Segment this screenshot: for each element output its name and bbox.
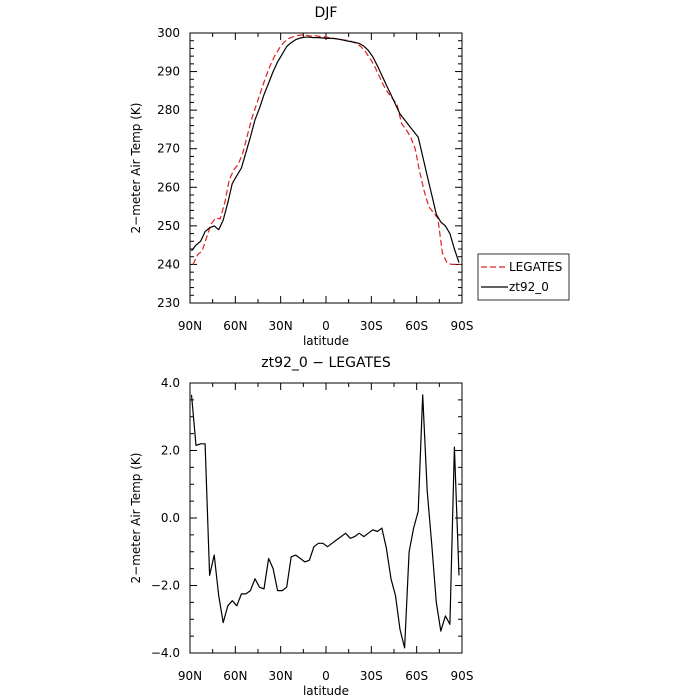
top-chart: DJF 90N 60N 30N 0 30S 60S 90S 230 240 250 260 270 280… <box>129 5 570 348</box>
legend-label-legates: LEGATES <box>509 260 562 274</box>
series-line-difference <box>190 394 460 649</box>
bottom-chart: zt92_0 − LEGATES 90N 60N 30N 0 30S 60S 90S −4.0 −… <box>129 355 473 698</box>
y-tick-label: −4.0 <box>151 646 180 660</box>
x-axis-label: latitude <box>303 684 349 698</box>
chart-title: zt92_0 − LEGATES <box>261 355 391 371</box>
y-tick-label: 2.0 <box>161 444 180 458</box>
plot-frame <box>189 32 463 304</box>
x-tick-label: 90S <box>451 319 474 333</box>
y-tick-label: 230 <box>157 296 180 310</box>
x-axis-label: latitude <box>303 334 349 348</box>
x-tick-label: 0 <box>322 319 330 333</box>
x-tick-label: 60N <box>223 669 247 683</box>
legend: LEGATES zt92_0 <box>477 253 570 301</box>
x-tick-label: 90N <box>178 669 202 683</box>
x-tick-label: 0 <box>322 669 330 683</box>
x-tick-label: 30S <box>360 669 383 683</box>
x-tick-label: 90N <box>178 319 202 333</box>
y-tick-label: 290 <box>157 65 180 79</box>
x-tick-label: 90S <box>451 669 474 683</box>
y-tick-label: 280 <box>157 103 180 117</box>
y-axis-label: 2−meter Air Temp (K) <box>129 103 143 234</box>
x-tick-label: 30N <box>269 319 293 333</box>
y-tick-label: 300 <box>157 26 180 40</box>
series-line-zt92-0 <box>191 36 460 263</box>
legend-box <box>477 253 570 301</box>
y-tick-label: 270 <box>157 142 180 156</box>
y-tick-label: 4.0 <box>161 376 180 390</box>
x-tick-label: 60S <box>405 319 428 333</box>
chart-title: DJF <box>315 5 338 21</box>
x-tick-label: 30S <box>360 319 383 333</box>
y-axis-label: 2−meter Air Temp (K) <box>129 453 143 584</box>
x-tick-label: 60N <box>223 319 247 333</box>
x-tick-label: 60S <box>405 669 428 683</box>
legend-label-zt92-0: zt92_0 <box>509 280 549 294</box>
y-tick-label: −2.0 <box>151 579 180 593</box>
y-tick-label: 0.0 <box>161 511 180 525</box>
series-line-legates <box>192 34 461 265</box>
y-tick-label: 260 <box>157 180 180 194</box>
y-tick-label: 240 <box>157 257 180 271</box>
y-tick-label: 250 <box>157 219 180 233</box>
x-tick-label: 30N <box>269 669 293 683</box>
